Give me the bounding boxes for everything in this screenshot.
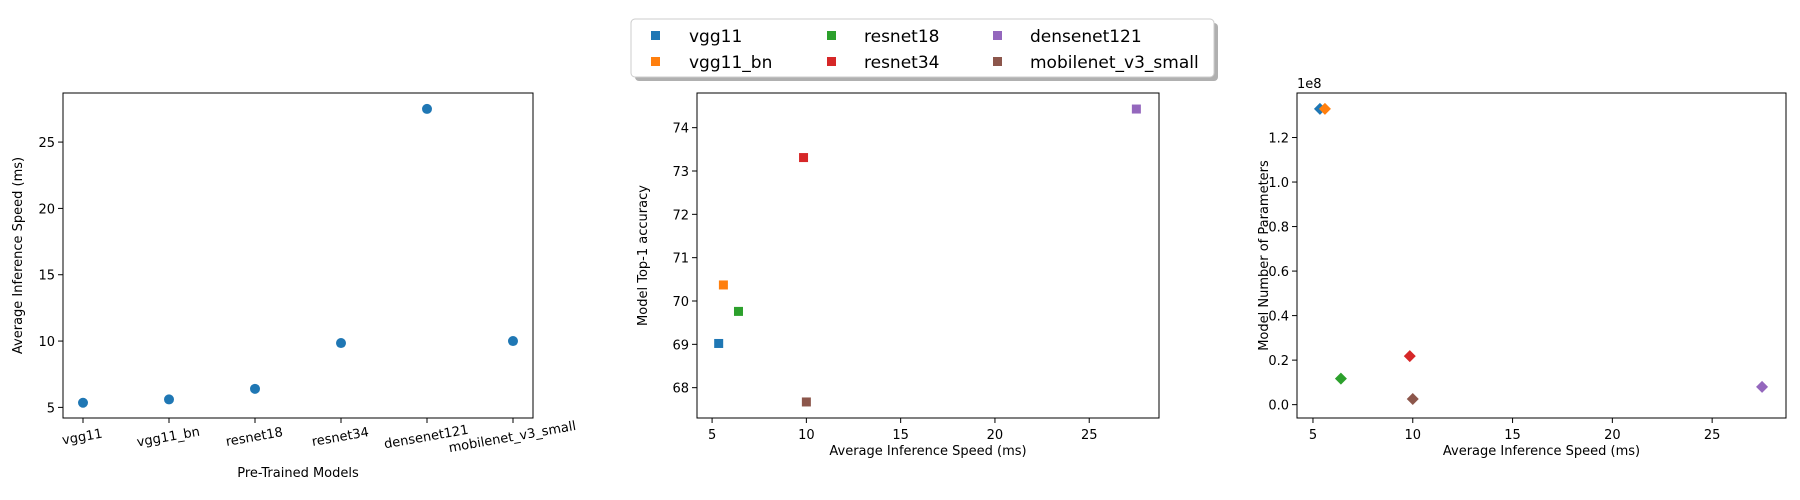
data-point [164, 394, 174, 405]
y-tick-label: 74 [672, 122, 689, 137]
legend-label-densenet121: densenet121 [1030, 27, 1142, 47]
data-point [1756, 380, 1769, 393]
x-tick-label: 20 [1604, 428, 1621, 443]
legend: vgg11 vgg11_bn resnet18 resnet34 densene… [630, 18, 1218, 81]
y-axis-label: Model Top-1 accuracy [636, 185, 651, 326]
y-tick-label: 25 [38, 136, 55, 151]
data-point [508, 336, 518, 347]
x-tick-label: 5 [708, 428, 716, 443]
x-tick-label: 20 [987, 428, 1004, 443]
x-tick-label: 5 [1309, 428, 1317, 443]
y-tick-label: 20 [38, 202, 55, 217]
data-point [336, 338, 346, 349]
legend-marker-densenet121 [993, 31, 1002, 40]
y-tick-label: 1.0 [1268, 176, 1289, 191]
legend-label-resnet34: resnet34 [864, 53, 939, 73]
legend-label-vgg11_bn: vgg11_bn [689, 53, 772, 73]
legend-label-resnet18: resnet18 [864, 27, 939, 47]
x-axis-label: Pre-Trained Models [237, 466, 359, 481]
x-tick-label: 15 [1504, 428, 1521, 443]
axes-frame [1296, 92, 1787, 419]
x-tick-label: vgg11 [61, 427, 104, 449]
y-tick-label: 5 [47, 401, 55, 416]
y-tick-label: 0.8 [1268, 221, 1289, 236]
data-point [1403, 350, 1416, 363]
legend-marker-vgg11_bn [651, 57, 660, 66]
y-axis-label: Average Inference Speed (ms) [11, 157, 26, 354]
x-tick-label: resnet18 [225, 425, 284, 450]
data-point [78, 397, 88, 408]
legend-label-vgg11: vgg11 [689, 27, 742, 47]
y-tick-label: 10 [38, 335, 55, 350]
x-tick-label: 10 [798, 428, 815, 443]
legend-frame [630, 18, 1215, 78]
y-tick-label: 72 [672, 208, 689, 223]
axes-frame [696, 92, 1160, 419]
y-tick-label: 68 [672, 382, 689, 397]
data-point [733, 306, 743, 316]
data-point [422, 103, 432, 114]
data-point [718, 280, 728, 290]
x-tick-label: resnet34 [311, 425, 370, 450]
y-axis-label: Model Number of Parameters [1257, 160, 1272, 351]
data-point [1318, 102, 1331, 115]
legend-marker-mobilenet_v3_small [993, 57, 1002, 66]
data-point [714, 338, 724, 348]
legend-marker-resnet18 [827, 31, 836, 40]
y-tick-label: 73 [672, 165, 689, 180]
data-point [801, 397, 811, 407]
x-tick-label: 25 [1704, 428, 1721, 443]
y-tick-label: 0.6 [1268, 265, 1289, 280]
x-tick-label: vgg11_bn [136, 425, 201, 451]
y-tick-label: 69 [672, 338, 689, 353]
data-point [1334, 372, 1347, 385]
legend-marker-vgg11 [651, 31, 660, 40]
y-tick-label: 0.0 [1268, 399, 1289, 414]
y-tick-label: 1.2 [1268, 132, 1289, 147]
x-tick-label: 25 [1081, 428, 1098, 443]
plot-parameters-vs-speed: 0.0 0.2 0.4 0.6 0.8 1.0 1.2 5 10 15 20 25 1e8 Average… [1257, 77, 1787, 459]
axes-frame [62, 92, 534, 419]
data-point [1406, 392, 1419, 405]
y-tick-label: 0.2 [1268, 354, 1289, 369]
x-tick-label: 10 [1404, 428, 1421, 443]
x-axis-label: Average Inference Speed (ms) [829, 444, 1026, 459]
y-tick-label: 0.4 [1268, 310, 1289, 325]
data-point [250, 383, 260, 394]
plot-accuracy-vs-speed: 68 69 70 71 72 73 74 5 10 15 20 25 Average Inference… [636, 92, 1160, 459]
legend-marker-resnet34 [827, 57, 836, 66]
data-point [799, 153, 809, 163]
y-offset-text: 1e8 [1297, 77, 1322, 92]
data-point [1131, 104, 1141, 114]
y-tick-label: 71 [672, 252, 689, 267]
y-tick-label: 15 [38, 269, 55, 284]
x-tick-label: 15 [892, 428, 909, 443]
legend-label-mobilenet_v3_small: mobilenet_v3_small [1030, 53, 1199, 73]
x-axis-label: Average Inference Speed (ms) [1443, 444, 1640, 459]
y-tick-label: 70 [672, 295, 689, 310]
